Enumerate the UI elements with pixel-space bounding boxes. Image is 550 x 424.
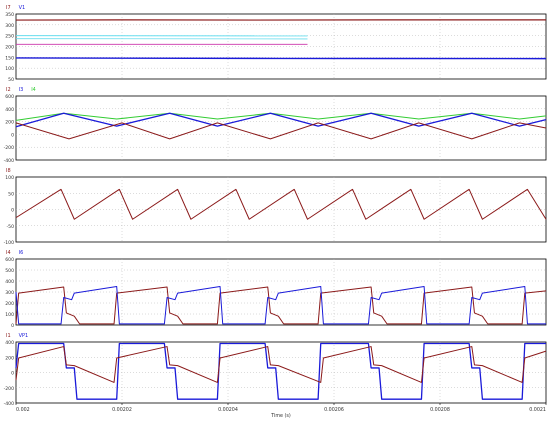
y-tick-label: -100 <box>4 240 15 246</box>
y-tick-label: -200 <box>4 145 15 151</box>
y-tick-label: 200 <box>5 301 14 307</box>
series-line-5 <box>16 58 546 59</box>
legend-entry: I6 <box>19 250 24 256</box>
legend-entry: I1 <box>6 333 11 339</box>
y-tick-label: 100 <box>5 312 14 318</box>
y-tick-label: 200 <box>5 45 14 51</box>
plot-panel-4: 600 500 400 300 200 100 0 I4 I6 <box>5 250 546 329</box>
x-tick-label: 0.002 <box>16 407 30 413</box>
plot-panel-3: 100 50 0 -50 -100 I8 <box>4 168 546 246</box>
legend-entry: V1 <box>19 5 26 11</box>
plot-panel-2: 600 400 200 0 -200 -400 I2 I3 I4 <box>4 87 546 164</box>
y-tick-label: 400 <box>5 107 14 113</box>
legend-entry: I3 <box>19 87 24 93</box>
legend-entry: I4 <box>31 87 36 93</box>
y-tick-label: 0 <box>11 132 14 138</box>
y-tick-label: -400 <box>4 401 15 407</box>
x-tick-label: 0.0021 <box>529 407 546 413</box>
y-tick-label: 250 <box>5 34 14 40</box>
plot-panel-1: 350 300 250 200 150 100 50 I7 V1 <box>5 5 546 83</box>
y-tick-label: 50 <box>8 191 14 197</box>
y-tick-label: 400 <box>5 340 14 346</box>
x-tick-label: 0.00208 <box>430 407 450 413</box>
x-tick-label: 0.00206 <box>324 407 344 413</box>
y-tick-label: 0 <box>11 323 14 329</box>
y-tick-label: 600 <box>5 94 14 100</box>
y-tick-label: 0 <box>11 371 14 377</box>
x-axis-label: Time (s) <box>270 413 291 419</box>
legend-entry: I8 <box>6 168 11 174</box>
x-tick-label: 0.00204 <box>218 407 238 413</box>
y-tick-label: 300 <box>5 290 14 296</box>
y-tick-label: 300 <box>5 23 14 29</box>
y-tick-label: 100 <box>5 66 14 72</box>
y-tick-label: 50 <box>8 77 14 83</box>
y-tick-label: -400 <box>4 158 15 164</box>
x-tick-label: 0.00202 <box>112 407 132 413</box>
y-tick-label: 600 <box>5 257 14 263</box>
y-tick-label: 200 <box>5 355 14 361</box>
legend-entry: I7 <box>6 5 11 11</box>
y-tick-label: 100 <box>5 175 14 181</box>
y-tick-label: 150 <box>5 55 14 61</box>
y-tick-label: 0 <box>11 208 14 214</box>
legend-entry: VP1 <box>19 333 29 339</box>
y-tick-label: -50 <box>6 224 14 230</box>
y-tick-label: -200 <box>4 386 15 392</box>
y-tick-label: 200 <box>5 120 14 126</box>
y-tick-label: 400 <box>5 279 14 285</box>
plot-panel-5: 400 200 0 -200 -400 I1 VP1 <box>4 333 546 407</box>
y-tick-label: 350 <box>5 12 14 18</box>
y-tick-label: 500 <box>5 268 14 274</box>
plot-frame <box>16 96 546 160</box>
legend-entry: I2 <box>6 87 11 93</box>
legend-entry: I4 <box>6 250 11 256</box>
